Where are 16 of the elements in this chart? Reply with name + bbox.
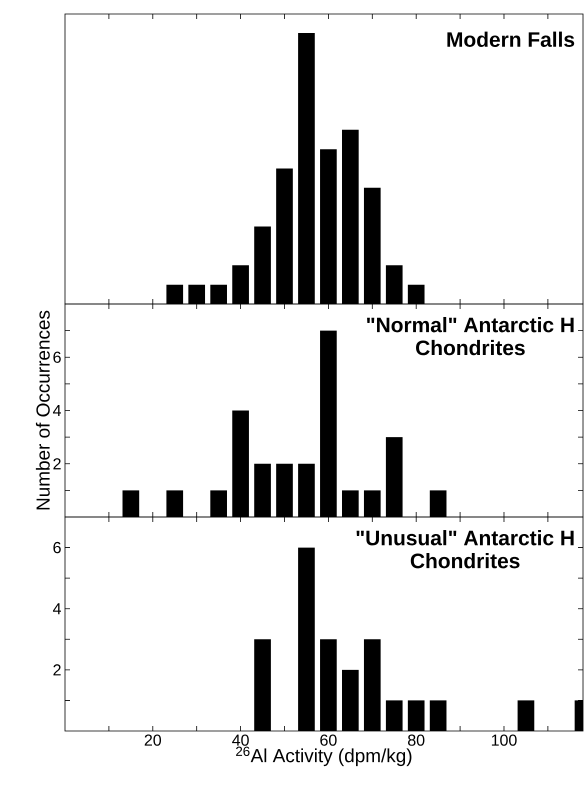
x-tick-label: 80 xyxy=(408,734,424,746)
y-tick-label: 2 xyxy=(53,664,61,676)
x-tick-label: 100 xyxy=(492,734,517,746)
x-axis-title: $^{26}$Al Activity (dpm/kg) xyxy=(236,746,412,766)
y-tick-label: 6 xyxy=(53,352,61,363)
y-tick-label: 2 xyxy=(53,458,61,470)
text: "Normal" Antarctic H Chondrites xyxy=(367,316,574,356)
x-tick-label: 20 xyxy=(144,734,162,746)
y-axis-title: Number of Occurrences xyxy=(36,310,50,510)
x-tick-label: 40 xyxy=(232,734,249,746)
chart-title: Modern Falls xyxy=(447,32,574,47)
text: "Unusual" Antarctic H Chondrites xyxy=(356,530,574,568)
y-tick-label: 4 xyxy=(52,405,62,416)
x-tick-label: 60 xyxy=(320,734,337,746)
y-tick-label: 6 xyxy=(53,542,61,554)
y-tick-label: 4 xyxy=(52,603,62,614)
